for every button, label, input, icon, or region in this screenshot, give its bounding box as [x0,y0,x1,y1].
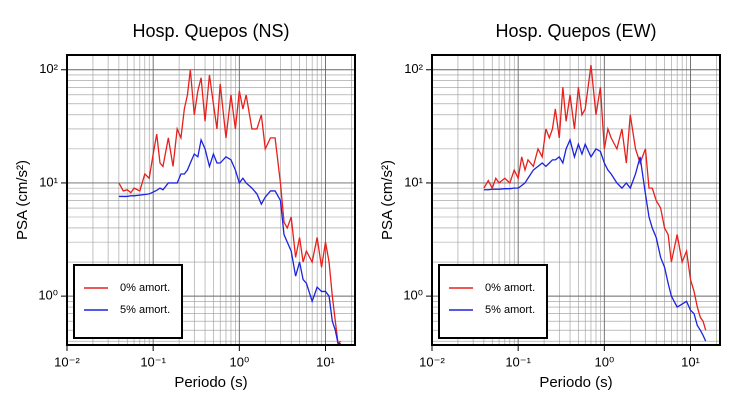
y-tick-label: 10² [404,61,423,76]
series-line [118,137,341,345]
y-tick-label: 10¹ [404,174,423,189]
x-tick-label: 10⁻² [419,354,445,369]
plot-frame [66,54,356,346]
plot-frame [431,54,721,346]
y-tick-label: 10⁰ [38,288,58,303]
legend-label: 0% amort. [120,282,170,294]
x-axis-label: Periodo (s) [539,374,612,391]
x-tick-label: 10⁻¹ [140,354,166,369]
series-line [118,69,342,345]
x-tick-label: 10¹ [681,354,700,369]
x-tick-label: 10⁻¹ [505,354,531,369]
legend-label: 5% amort. [485,304,535,316]
legend-label: 5% amort. [120,304,170,316]
x-tick-label: 10⁻² [54,354,80,369]
chart-title: Hosp. Quepos (EW) [495,21,656,41]
y-axis-label: PSA (cm/s²) [379,160,396,240]
y-tick-label: 10⁰ [403,288,423,303]
chart-panel: 10⁻² 10⁻¹ 10⁰ 10¹ 10⁰ 10¹ 10² Hosp. Quepos (EW)… [379,21,721,391]
legend-box [438,264,548,339]
series-line [483,137,707,342]
x-tick-label: 10¹ [316,354,335,369]
x-tick-label: 10⁰ [594,354,614,369]
y-axis-label: PSA (cm/s²) [14,160,31,240]
legend-box [73,264,183,339]
legend-label: 0% amort. [485,282,535,294]
x-axis-label: Periodo (s) [174,374,247,391]
x-tick-label: 10⁰ [229,354,249,369]
chart-title: Hosp. Quepos (NS) [132,21,289,41]
y-tick-label: 10¹ [39,174,58,189]
series-line [483,64,707,331]
chart-panel: 10⁻² 10⁻¹ 10⁰ 10¹ 10⁰ 10¹ 10² Hosp. Quepos (NS)… [14,21,356,391]
y-tick-label: 10² [39,61,58,76]
